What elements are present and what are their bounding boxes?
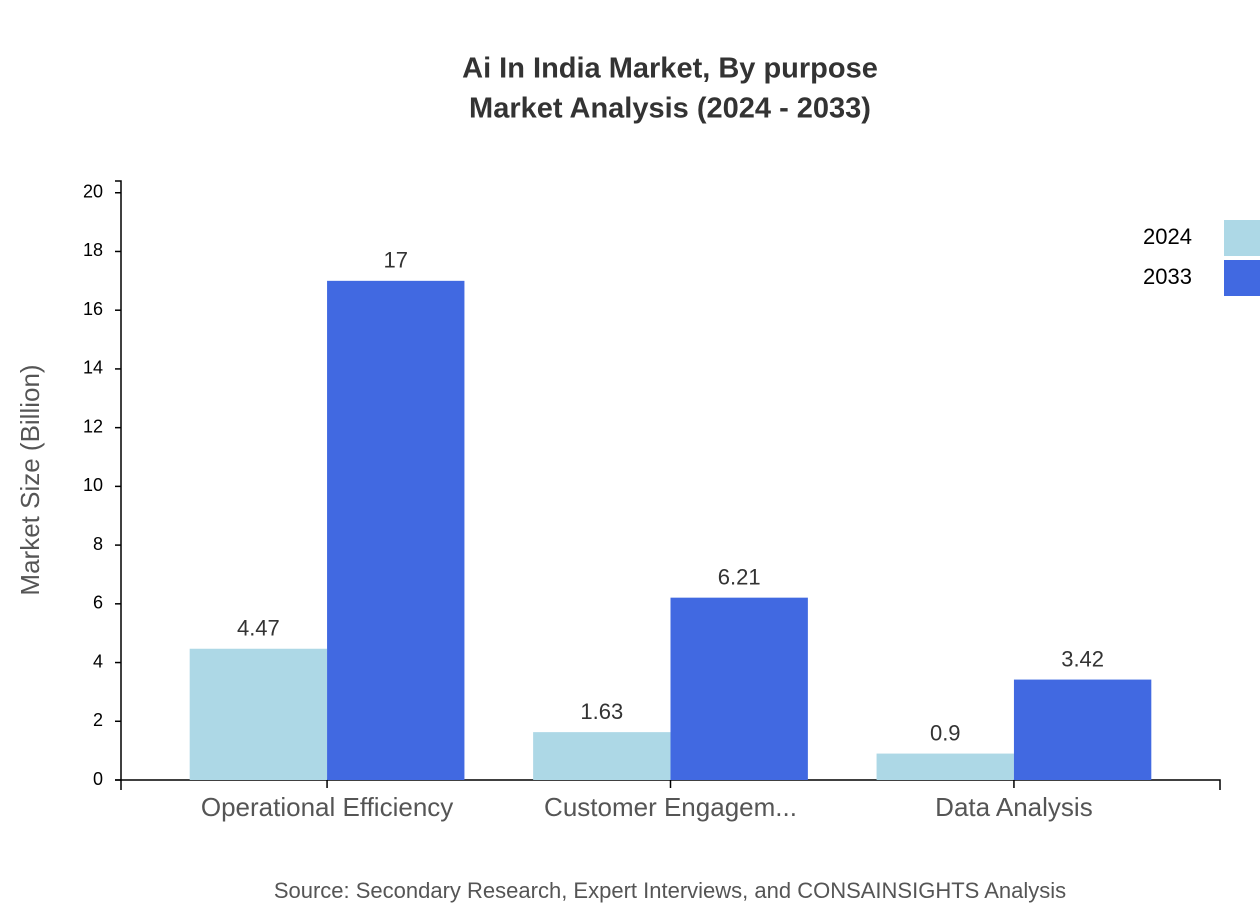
y-tick-label: 12	[83, 416, 103, 436]
y-tick-label: 0	[93, 769, 103, 789]
value-label: 17	[384, 248, 408, 273]
y-tick-label: 14	[83, 358, 103, 378]
bar	[1013, 679, 1152, 780]
y-tick-label: 10	[83, 475, 103, 495]
source-note: Source: Secondary Research, Expert Inter…	[274, 878, 1066, 903]
y-tick-label: 8	[93, 534, 103, 554]
y-tick-label: 6	[93, 593, 103, 613]
bar	[327, 280, 465, 780]
x-tick-label: Operational Efficiency	[201, 792, 453, 822]
bar	[533, 732, 671, 780]
value-label: 4.47	[237, 616, 280, 641]
value-label: 3.42	[1061, 646, 1104, 671]
legend-swatch	[1224, 220, 1260, 256]
legend-label: 2033	[1143, 264, 1192, 289]
y-tick-label: 4	[93, 651, 103, 671]
y-axis	[115, 180, 122, 781]
y-tick-label: 16	[83, 299, 103, 319]
bar	[670, 597, 808, 780]
bar	[189, 648, 328, 780]
value-label: 1.63	[580, 699, 623, 724]
chart-subtitle: Market Analysis (2024 - 2033)	[469, 93, 871, 125]
chart-title: Ai In India Market, By purpose	[462, 53, 878, 85]
legend-swatch	[1224, 260, 1260, 296]
y-tick-label: 20	[83, 181, 103, 201]
value-label: 0.9	[930, 720, 961, 745]
x-tick-label: Data Analysis	[935, 792, 1093, 822]
x-tick-label: Customer Engagem...	[544, 792, 797, 822]
legend-label: 2024	[1143, 224, 1192, 249]
value-label: 6.21	[718, 564, 761, 589]
bar	[876, 753, 1014, 780]
y-tick-label: 2	[93, 710, 103, 730]
y-tick-label: 18	[83, 240, 103, 260]
y-axis-label: Market Size (Billion)	[15, 364, 45, 595]
